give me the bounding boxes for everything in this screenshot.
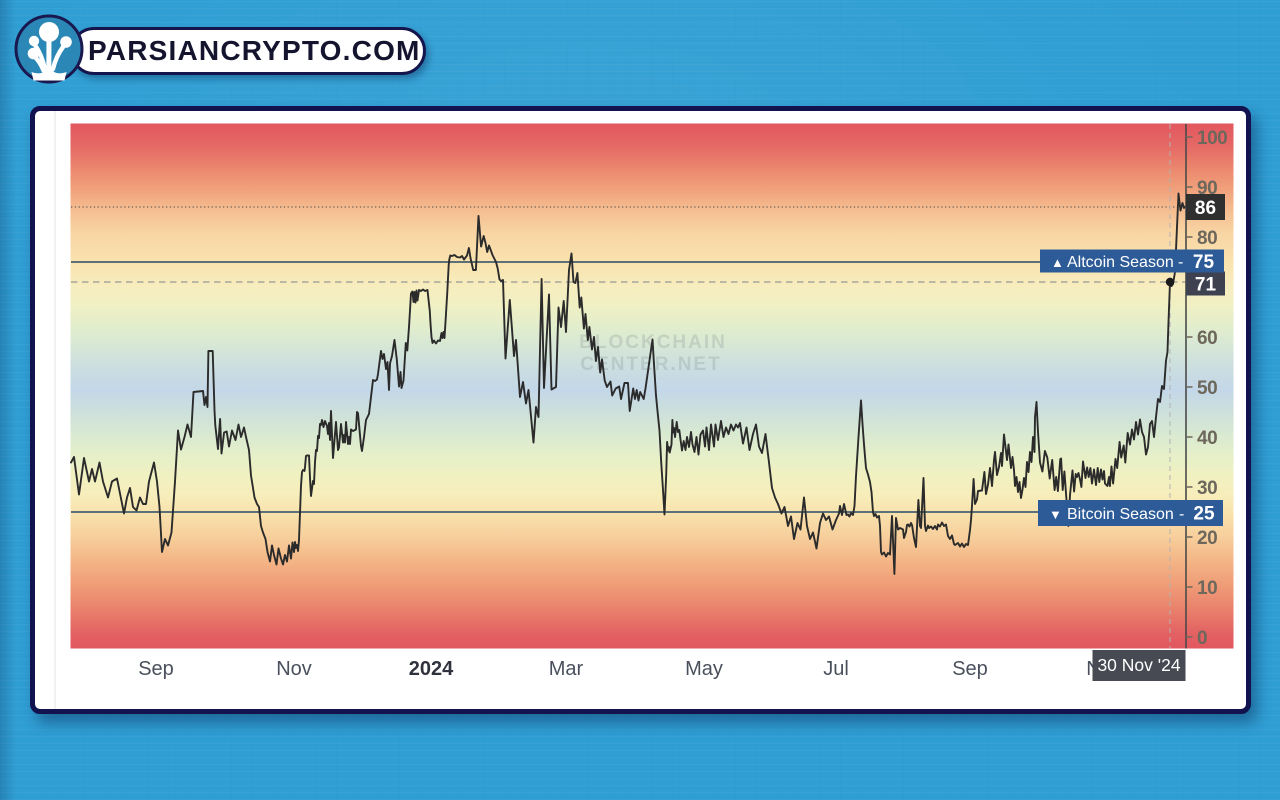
svg-text:-: - [1178,254,1183,271]
svg-text:60: 60 [1197,328,1217,349]
svg-text:▼: ▼ [1049,507,1062,522]
svg-text:10: 10 [1197,578,1217,599]
svg-text:May: May [685,658,723,680]
svg-text:75: 75 [1193,252,1215,273]
svg-text:20: 20 [1197,528,1217,549]
svg-text:CENTER.NET: CENTER.NET [580,354,721,375]
svg-text:80: 80 [1197,228,1217,249]
svg-text:Bitcoin Season: Bitcoin Season [1067,506,1174,523]
svg-text:30 Nov '24: 30 Nov '24 [1097,655,1180,675]
svg-text:Sep: Sep [952,658,988,680]
svg-text:90: 90 [1197,178,1217,199]
svg-text:Altcoin Season: Altcoin Season [1067,254,1174,271]
svg-text:▲: ▲ [1051,255,1064,270]
svg-text:100: 100 [1197,128,1227,149]
svg-text:40: 40 [1197,428,1217,449]
svg-text:30: 30 [1197,478,1217,499]
svg-text:Mar: Mar [549,658,584,680]
svg-text:71: 71 [1195,275,1217,296]
svg-text:86: 86 [1195,198,1216,219]
svg-text:25: 25 [1193,504,1215,525]
svg-text:-: - [1179,506,1184,523]
svg-text:2024: 2024 [409,658,454,680]
svg-text:Jul: Jul [823,658,849,680]
svg-text:0: 0 [1197,628,1207,649]
svg-text:Nov: Nov [276,658,312,680]
svg-text:Sep: Sep [138,658,174,680]
svg-text:50: 50 [1197,378,1217,399]
